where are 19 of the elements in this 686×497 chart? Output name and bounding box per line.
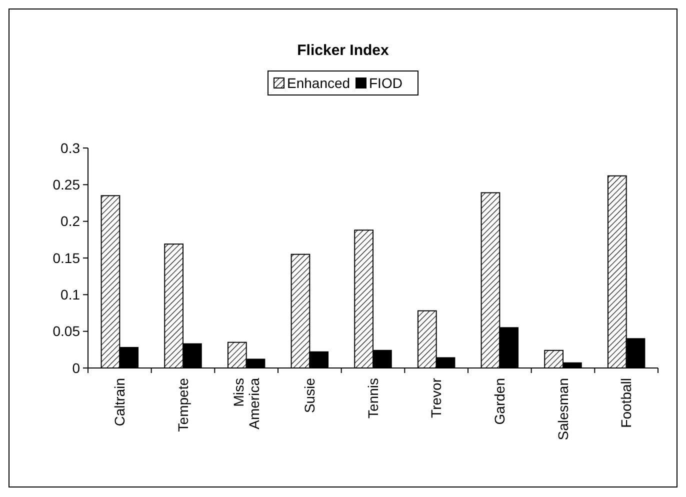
x-tick-label: Susie (302, 378, 318, 414)
y-tick-label: 0 (72, 360, 80, 376)
y-tick-label: 0.2 (60, 213, 80, 230)
y-tick-label: 0.05 (52, 323, 80, 340)
x-tick-label: Miss America (230, 378, 262, 430)
legend-label: Enhanced (287, 74, 350, 91)
y-tick-label: 0.1 (60, 286, 80, 303)
x-tick-label: Trevor (428, 378, 444, 418)
x-tick-label: Salesman (554, 378, 571, 440)
chart-title: Flicker Index (297, 42, 390, 59)
y-tick-label: 0.15 (52, 250, 80, 266)
x-tick-label: Tempete (174, 378, 191, 432)
legend-label: FIOD (369, 74, 402, 91)
x-tick-label: Garden (492, 378, 508, 425)
x-tick-label: Tennis (364, 378, 381, 418)
x-tick-label: Caltrain (112, 378, 128, 426)
x-tick-label: Football (618, 378, 634, 428)
y-tick-label: 0.3 (60, 140, 80, 156)
y-tick-label: 0.25 (52, 176, 80, 193)
